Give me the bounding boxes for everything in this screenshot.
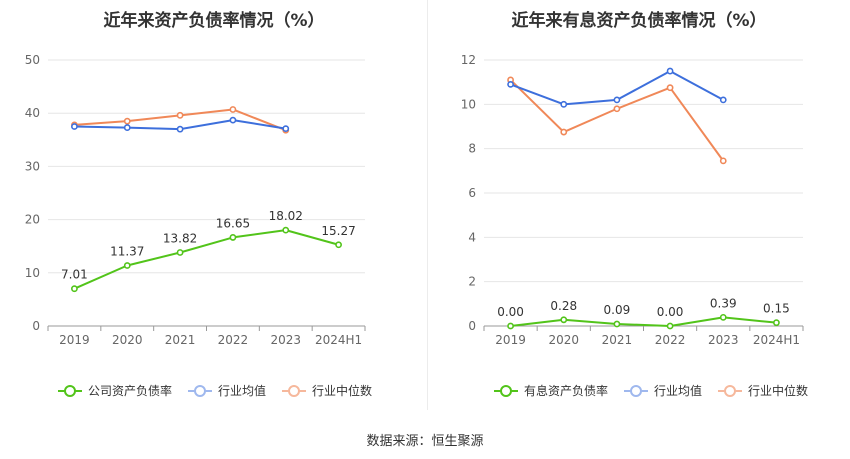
y-tick-label: 30: [25, 159, 40, 173]
data-point: [123, 124, 131, 131]
data-point: [719, 313, 727, 321]
x-tick-label: 2023: [270, 333, 301, 347]
data-label: 0.28: [550, 299, 577, 313]
data-point: [613, 105, 621, 113]
x-tick-label: 2022: [655, 333, 686, 347]
data-point: [719, 96, 727, 104]
y-tick-label: 0: [32, 319, 40, 333]
data-point: [71, 123, 78, 130]
y-tick-label: 10: [461, 97, 476, 111]
data-point: [229, 106, 237, 113]
data-label: 15.27: [321, 224, 355, 238]
legend-label: 公司资产负债率: [88, 383, 172, 398]
data-point: [507, 322, 514, 330]
x-tick-label: 2021: [165, 333, 196, 347]
x-tick-label: 2023: [708, 333, 739, 347]
x-tick-label: 2020: [112, 333, 143, 347]
data-point: [666, 67, 674, 75]
line-chart-asset-liability: 0 10 20 30 40 50 2019 2020 2021 2022 2023 2024H1 7.0…: [25, 53, 372, 398]
data-label: 7.01: [61, 268, 88, 282]
data-point: [507, 80, 514, 88]
series-line: [74, 229, 339, 290]
line-chart-interest-liability: 0 2 4 6 8 10 12 2019 2020 2021 2022 2023 2024H1 0.00 0…: [461, 53, 808, 398]
data-point: [176, 111, 184, 119]
data-label: 16.65: [216, 216, 250, 230]
y-tick-label: 40: [25, 106, 40, 120]
x-tick-label: 2019: [495, 333, 526, 347]
data-label: 0.00: [657, 305, 684, 319]
legend-marker: [500, 385, 512, 397]
y-tick-label: 50: [25, 53, 40, 67]
data-source-note: 数据来源：恒生聚源: [366, 434, 484, 449]
data-point: [123, 117, 131, 125]
data-label: 18.02: [269, 209, 303, 223]
legend-label: 行业均值: [218, 383, 266, 398]
data-label: 11.37: [110, 245, 144, 259]
data-point: [560, 100, 568, 108]
legend-marker: [630, 385, 642, 397]
y-tick-label: 12: [461, 53, 476, 67]
data-point: [666, 84, 674, 92]
y-tick-label: 0: [468, 319, 476, 333]
chart-title: 近年来资产负债率情况（%）: [103, 11, 325, 31]
data-label: 0.39: [710, 296, 737, 310]
legend-label: 行业均值: [654, 383, 702, 398]
data-point: [719, 157, 727, 165]
data-point: [176, 125, 184, 133]
data-point: [560, 316, 568, 324]
y-tick-label: 10: [25, 266, 40, 280]
x-tick-label: 2024H1: [753, 333, 800, 347]
data-point: [282, 125, 290, 133]
data-point: [613, 320, 621, 328]
series-line: [510, 316, 777, 327]
y-tick-label: 8: [468, 142, 476, 156]
legend-marker: [724, 385, 736, 397]
data-point: [773, 319, 780, 327]
data-point: [71, 285, 78, 293]
data-point: [666, 322, 674, 330]
legend-label: 行业中位数: [748, 383, 808, 398]
x-tick-label: 2022: [218, 333, 249, 347]
data-point: [613, 96, 621, 104]
y-tick-label: 4: [468, 230, 476, 244]
x-tick-label: 2019: [59, 333, 90, 347]
data-point: [560, 128, 568, 136]
legend-marker: [194, 385, 206, 397]
data-label: 0.00: [497, 305, 524, 319]
x-tick-label: 2020: [548, 333, 579, 347]
y-tick-label: 2: [468, 275, 476, 289]
chart-title: 近年来有息资产负债率情况（%）: [511, 11, 767, 31]
data-point: [229, 234, 237, 241]
legend-marker: [64, 385, 76, 397]
data-point: [282, 226, 290, 234]
legend-label: 有息资产负债率: [524, 383, 608, 398]
chart-panel-asset-liability: 近年来资产负债率情况（%） 0 10 20 30 40 50 2019 2020 2021 202…: [25, 11, 372, 398]
data-point: [229, 116, 237, 124]
y-tick-label: 6: [468, 186, 476, 200]
data-point: [176, 249, 184, 256]
x-tick-label: 2021: [602, 333, 633, 347]
data-point: [123, 262, 131, 269]
data-label: 13.82: [163, 231, 197, 245]
data-label: 0.15: [763, 302, 790, 316]
panel-divider: [427, 0, 428, 410]
chart-panel-interest-liability: 近年来有息资产负债率情况（%） 0 2 4 6 8 10 12 2019 2020 2021 202…: [428, 0, 850, 459]
legend-label: 行业中位数: [312, 383, 372, 398]
data-point: [335, 241, 342, 249]
data-label: 0.09: [604, 303, 631, 317]
y-tick-label: 20: [25, 213, 40, 227]
legend-marker: [288, 385, 300, 397]
x-tick-label: 2024H1: [315, 333, 362, 347]
